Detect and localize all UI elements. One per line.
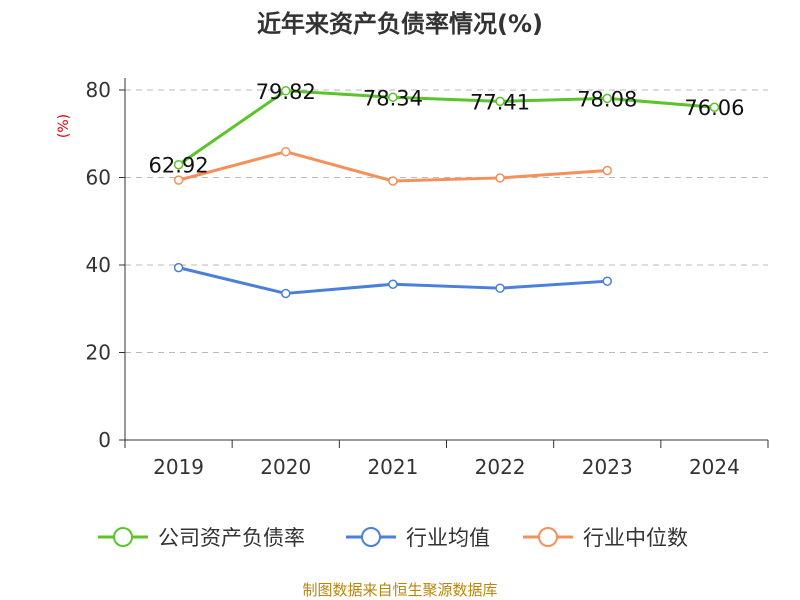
y-tick-label: 80 [86,78,111,102]
data-point [281,288,291,299]
x-tick-label: 2020 [260,455,311,479]
legend-swatch-marker [113,527,133,547]
grid-lines [125,89,768,353]
y-tick-label: 60 [86,166,111,190]
x-tick-label: 2021 [367,455,418,479]
data-label: 76.06 [684,96,744,120]
data-point [173,262,184,273]
legend-item: 公司资产负债率 [98,526,305,550]
y-tick-label: 0 [98,428,111,452]
series-line [177,89,715,166]
data-label: 62.92 [149,154,209,178]
x-tick-label: 2019 [153,455,204,479]
y-tick-label: 20 [86,341,111,365]
chart-title: 近年来资产负债率情况(%) [257,10,543,38]
legend-label: 行业中位数 [583,526,688,550]
data-point [602,165,612,176]
data-point [388,279,398,289]
y-axis-label: (%) [56,114,72,138]
data-label: 79.82 [256,80,316,104]
source-note: 制图数据来自恒生聚源数据库 [302,581,497,599]
series-group [173,86,720,299]
data-point [281,146,291,157]
data-label: 78.08 [577,87,637,111]
data-point [281,86,291,96]
data-point [602,93,612,104]
axes: 0 20 40 60 80 2019 2020 2021 2022 2023 2024 [86,78,769,479]
data-point [388,92,398,103]
x-tick-label: 2022 [475,455,526,479]
legend-item: 行业均值 [346,526,490,550]
legend-label: 行业均值 [406,526,490,550]
data-point [709,102,720,112]
data-point [388,176,398,186]
data-label: 78.34 [363,86,423,110]
x-tick-label: 2024 [689,455,740,479]
legend-label: 公司资产负债率 [158,526,305,550]
legend-swatch-marker [361,527,381,547]
data-label: 77.41 [470,90,530,114]
data-point [495,283,505,293]
data-labels: 62.92 79.82 78.34 77.41 78.08 76.06 [149,80,745,178]
data-point [173,175,184,185]
y-tick-label: 40 [86,253,111,277]
legend: 公司资产负债率 行业均值 行业中位数 [98,526,688,550]
data-point [495,96,505,107]
data-point [495,173,505,183]
x-tick-label: 2023 [582,455,633,479]
data-point [602,276,612,286]
legend-swatch-marker [538,527,558,547]
legend-item: 行业中位数 [523,526,688,550]
data-point [173,159,184,170]
